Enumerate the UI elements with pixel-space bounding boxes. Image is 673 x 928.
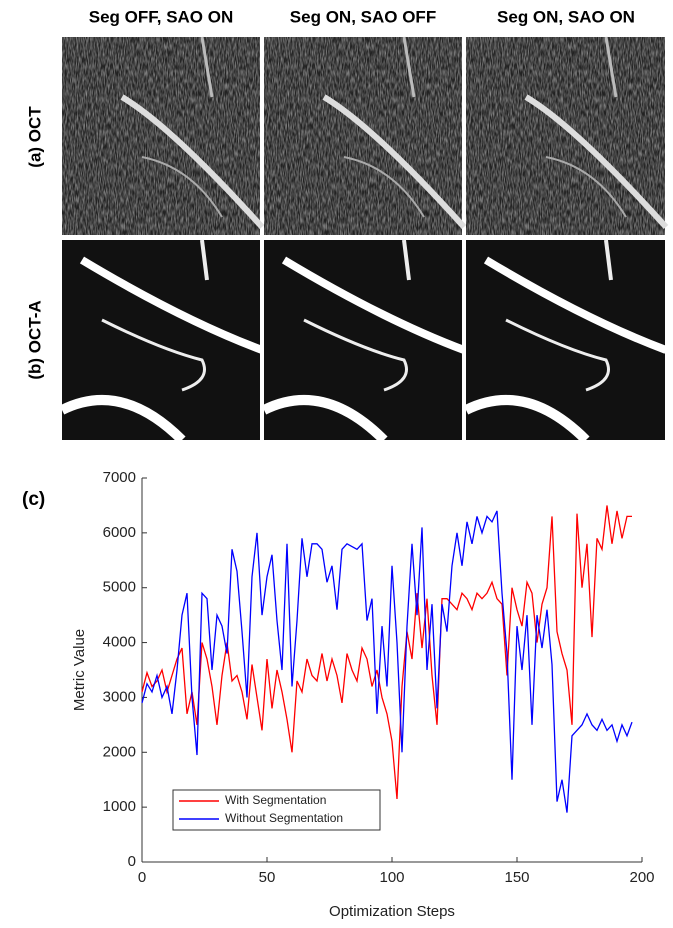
y-tick-label: 7000 [103,469,136,486]
oct-image [466,37,666,235]
octa-image [264,240,464,440]
y-tick-label: 2000 [103,743,136,760]
y-tick-label: 5000 [103,579,136,596]
oct-image [264,37,464,235]
x-tick-label: 100 [379,869,404,886]
image-grid [62,37,666,440]
oct-image [62,37,262,235]
y-axis-label: Metric Value [71,629,88,711]
x-axis-label: Optimization Steps [329,903,455,920]
row-label: (a) OCT [25,106,44,168]
x-tick-label: 0 [138,869,146,886]
x-tick-label: 150 [504,869,529,886]
series-line [141,505,632,799]
column-header: Seg ON, SAO ON [497,7,635,26]
panel-label: (c) [22,489,45,510]
x-tick-label: 200 [629,869,654,886]
y-tick-label: 6000 [103,524,136,541]
y-tick-label: 0 [128,853,136,870]
row-label: (b) OCT-A [25,300,44,379]
column-header: Seg ON, SAO OFF [290,7,436,26]
y-tick-label: 3000 [103,688,136,705]
column-header: Seg OFF, SAO ON [89,7,234,26]
legend-label: Without Segmentation [225,811,343,825]
legend-box [172,789,381,831]
y-tick-label: 4000 [103,634,136,651]
octa-image [466,240,666,440]
series-line [141,510,633,813]
legend-label: With Segmentation [225,793,326,807]
octa-image [62,240,262,440]
y-tick-label: 1000 [103,798,136,815]
x-tick-label: 50 [259,869,276,886]
